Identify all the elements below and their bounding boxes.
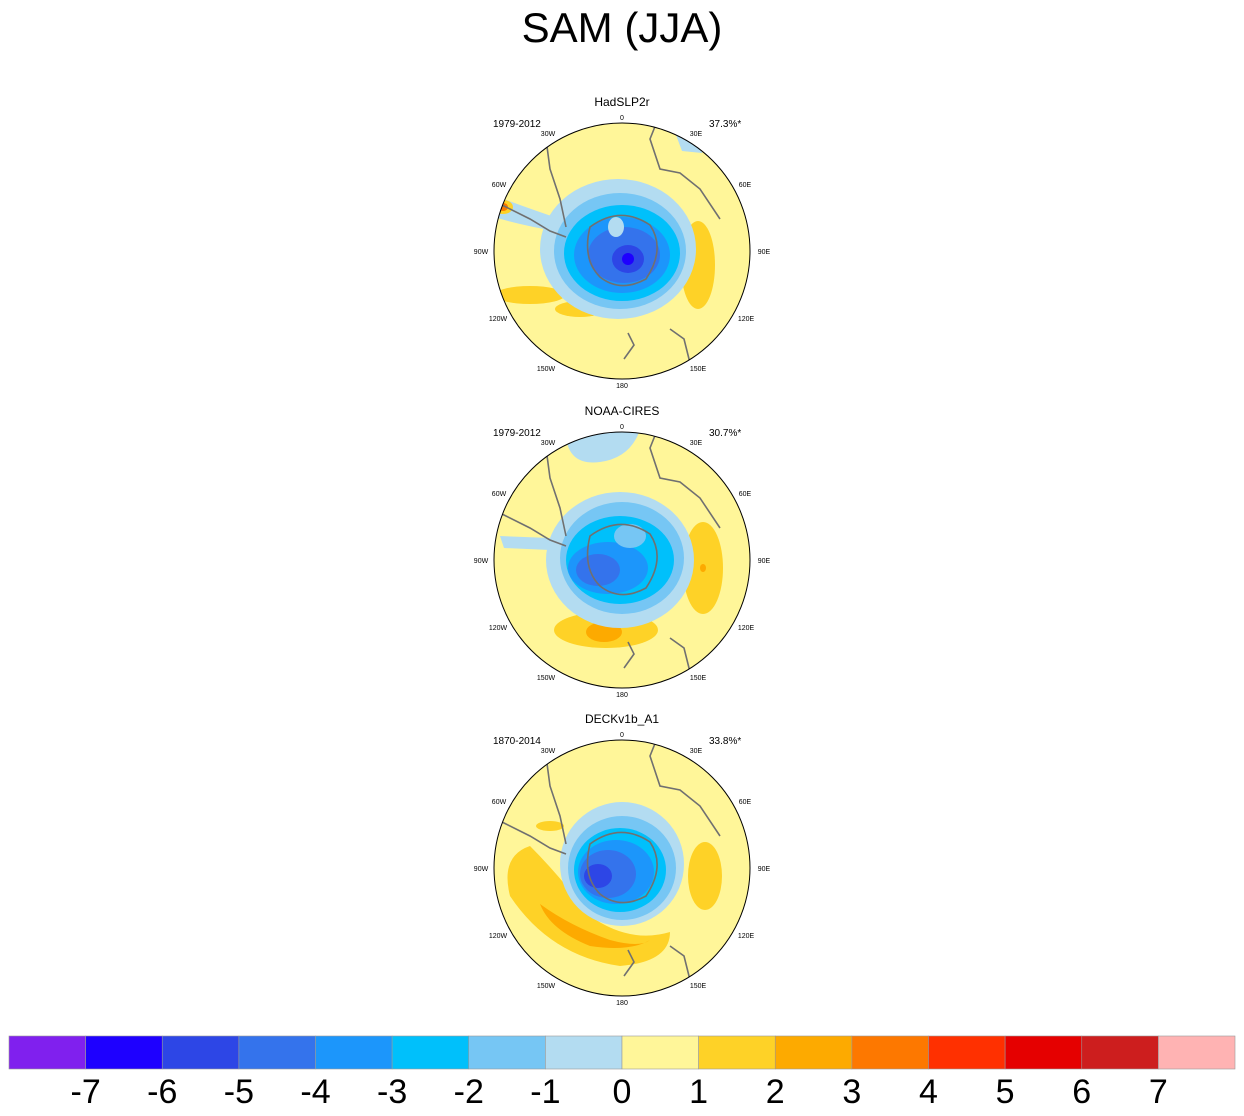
colorbar-box (1158, 1035, 1236, 1070)
colorbar-box (621, 1035, 699, 1070)
lon-label: 30E (690, 131, 703, 138)
colorbar-box (545, 1035, 623, 1070)
lon-label: 90W (474, 866, 489, 873)
lon-label: 150E (690, 366, 707, 373)
colorbar-tick-label: -4 (300, 1073, 331, 1111)
lon-label: 180 (616, 692, 628, 699)
colorbar-tick-label: 0 (612, 1073, 632, 1111)
colorbar-tick-label: 7 (1148, 1073, 1168, 1111)
colorbar-tick-label: 6 (1072, 1073, 1092, 1111)
lon-label: 90E (758, 558, 771, 565)
colorbar-tick-label: 3 (842, 1073, 862, 1111)
map-panel-hadslp2r: HadSLP2r 1979-2012 37.3%* (470, 95, 774, 395)
lon-label: 150E (690, 675, 707, 682)
panel-title: NOAA-CIRES (584, 404, 660, 418)
colorbar-tick-label: 2 (765, 1073, 785, 1111)
colorbar-box (238, 1035, 316, 1070)
colorbar-tick-label: -2 (453, 1073, 484, 1111)
lon-label: 120W (489, 316, 508, 323)
lon-label: 90W (474, 558, 489, 565)
colorbar-box (698, 1035, 776, 1070)
lon-label: 120E (738, 316, 755, 323)
lon-label: 30W (541, 440, 556, 447)
lon-label: 0 (620, 115, 624, 122)
lon-label: 60W (492, 799, 507, 806)
panel-period: 1979-2012 (493, 119, 541, 130)
colorbar-box (774, 1035, 853, 1070)
map-panel-noaa-cires: NOAA-CIRES 1979-2012 30.7%* 0 30 (470, 404, 774, 704)
colorbar-box (8, 1035, 86, 1070)
panel-period: 1870-2014 (493, 736, 541, 747)
panel-title: DECKv1b_A1 (584, 712, 660, 726)
colorbar-tick-label: -5 (223, 1073, 254, 1111)
colorbar-box (391, 1035, 470, 1070)
figure-title: SAM (JJA) (521, 4, 723, 51)
lon-label: 60E (739, 182, 752, 189)
lon-label: 60E (739, 491, 752, 498)
lon-label: 120W (489, 933, 508, 940)
colorbar (8, 1035, 1236, 1070)
lon-label: 30W (541, 748, 556, 755)
lon-label: 150W (537, 366, 556, 373)
lon-label: 0 (620, 732, 624, 739)
lon-label: 60W (492, 182, 507, 189)
colorbar-box (1004, 1035, 1083, 1070)
lon-label: 30E (690, 748, 703, 755)
colorbar-tick-label: -7 (70, 1073, 101, 1111)
lon-label: 60E (739, 799, 752, 806)
lon-label: 90W (474, 249, 489, 256)
lon-label: 120W (489, 625, 508, 632)
lon-label: 120E (738, 933, 755, 940)
colorbar-tick-label: 4 (919, 1073, 938, 1111)
colorbar-box (851, 1035, 929, 1070)
lon-label: 90E (758, 249, 771, 256)
lon-label: 180 (616, 1000, 628, 1007)
panel-variance: 33.8%* (709, 736, 742, 747)
panel-period: 1979-2012 (493, 428, 541, 439)
polar-map: 0 30E 60E 90E 120E 150E 180 150W 120W 90… (474, 115, 771, 390)
colorbar-box (85, 1035, 163, 1070)
colorbar-tick-label: -6 (147, 1073, 178, 1111)
lon-label: 150E (690, 983, 707, 990)
lon-label: 0 (620, 424, 624, 431)
polar-map: 0 30E 60E 90E 120E 150E 180 150W 120W 90… (474, 732, 771, 1007)
colorbar-box (928, 1035, 1006, 1070)
panel-variance: 30.7%* (709, 428, 742, 439)
lon-label: 30E (690, 440, 703, 447)
lon-label: 180 (616, 383, 628, 390)
lon-label: 150W (537, 983, 556, 990)
polar-map: 0 30E 60E 90E 120E 150E 180 150W 120W 90… (474, 424, 771, 699)
lon-label: 90E (758, 866, 771, 873)
colorbar-tick-label: 1 (689, 1073, 709, 1111)
lon-label: 120E (738, 625, 755, 632)
colorbar-tick-label: -1 (530, 1073, 561, 1111)
panel-variance: 37.3%* (709, 119, 742, 130)
colorbar-box (315, 1035, 393, 1070)
colorbar-box (1081, 1035, 1159, 1070)
colorbar-tick-label: 5 (995, 1073, 1015, 1111)
colorbar-tick-label: -3 (377, 1073, 408, 1111)
panel-title: HadSLP2r (594, 95, 650, 109)
lon-label: 150W (537, 675, 556, 682)
map-panel-deckv1b-a1: DECKv1b_A1 1870-2014 33.8%* 0 30E 60E (470, 712, 774, 1012)
lon-label: 30W (541, 131, 556, 138)
lon-label: 60W (492, 491, 507, 498)
colorbar-box (161, 1035, 240, 1070)
colorbar-box (468, 1035, 546, 1070)
